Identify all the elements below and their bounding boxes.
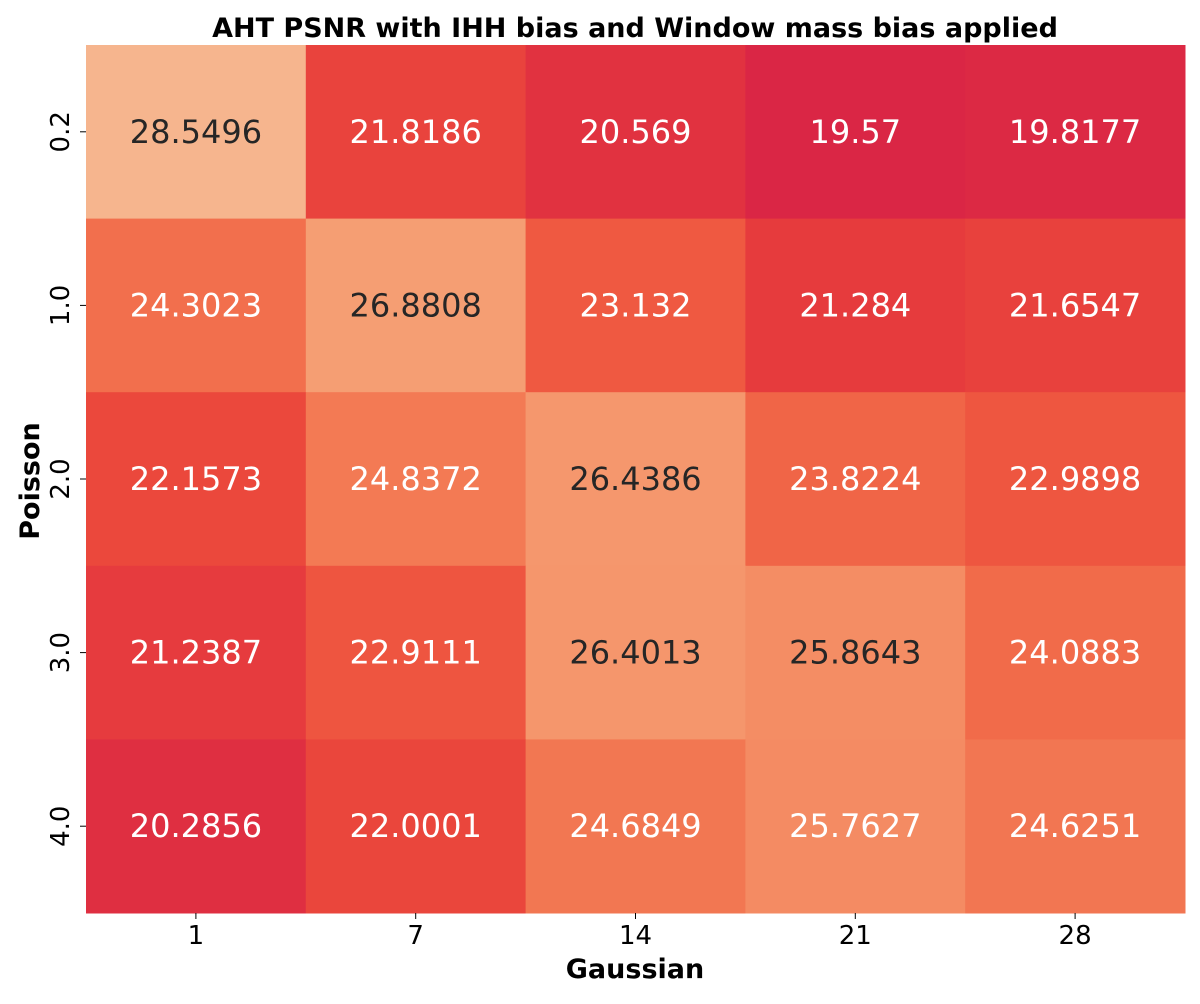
cell-value-label: 19.8177 [1009, 113, 1141, 151]
cell-value-label: 19.57 [809, 113, 901, 151]
cell-value-label: 26.8808 [350, 286, 482, 324]
cell-value-label: 28.5496 [130, 113, 262, 151]
x-axis-label: Gaussian [566, 954, 704, 985]
heatmap-cell-r3-c2 [525, 565, 746, 740]
cell-value-label: 23.132 [580, 286, 692, 324]
cell-value-label: 23.8224 [789, 460, 921, 498]
x-tick-label: 1 [188, 921, 205, 951]
cell-value-label: 22.9898 [1009, 460, 1141, 498]
cell-value-label: 26.4386 [569, 460, 701, 498]
cell-value-label: 22.1573 [130, 460, 262, 498]
heatmap-cell-r2-c3 [745, 392, 966, 567]
heatmap-cell-r0-c4 [965, 45, 1186, 220]
y-tick-label: 4.0 [46, 806, 76, 847]
x-tick-label: 21 [839, 921, 872, 951]
heatmap-cell-r4-c1 [305, 739, 527, 914]
cell-value-label: 21.8186 [350, 113, 482, 151]
heatmap-cell-r2-c4 [965, 392, 1186, 567]
y-tick-label: 0.2 [46, 111, 76, 152]
heatmap-cell-r1-c1 [305, 218, 527, 393]
y-tick-label: 1.0 [46, 285, 76, 326]
y-axis-label: Poisson [15, 422, 46, 540]
heatmap-cell-r2-c0 [86, 392, 307, 567]
cell-value-label: 24.8372 [350, 460, 482, 498]
heatmap-cell-r0-c0 [86, 45, 307, 220]
heatmap-cell-r1-c4 [965, 218, 1186, 393]
heatmap-cell-r0-c3 [745, 45, 966, 220]
heatmap-cell-r3-c1 [305, 565, 527, 740]
cell-value-label: 22.9111 [350, 634, 482, 672]
heatmap-cell-r4-c4 [965, 739, 1186, 914]
heatmap-cell-r3-c3 [745, 565, 966, 740]
heatmap-cell-r4-c0 [86, 739, 307, 914]
cell-value-label: 21.2387 [130, 634, 262, 672]
y-tick-label: 2.0 [46, 458, 76, 499]
cell-value-label: 22.0001 [350, 807, 482, 845]
cell-value-label: 20.569 [580, 113, 692, 151]
cell-value-label: 24.0883 [1009, 634, 1141, 672]
heatmap-cell-r4-c3 [745, 739, 966, 914]
x-tick-label: 7 [407, 921, 424, 951]
heatmap-cell-r1-c3 [745, 218, 966, 393]
x-tick-label: 28 [1059, 921, 1092, 951]
heatmap-cell-r3-c0 [86, 565, 307, 740]
heatmap-cell-r0-c2 [525, 45, 746, 220]
cell-value-label: 24.6251 [1009, 807, 1141, 845]
heatmap-cell-r3-c4 [965, 565, 1186, 740]
y-tick-label: 3.0 [46, 632, 76, 673]
heatmap-cell-r0-c1 [305, 45, 527, 220]
y-axis-ticks: 0.2 1.0 2.0 3.0 4.0 [46, 111, 86, 847]
cell-value-label: 24.6849 [569, 807, 701, 845]
cell-value-label: 21.284 [799, 286, 911, 324]
cell-value-label: 25.8643 [789, 634, 921, 672]
cell-value-label: 21.6547 [1009, 286, 1141, 324]
cell-value-label: 24.3023 [130, 286, 262, 324]
chart-title: AHT PSNR with IHH bias and Window mass b… [212, 13, 1058, 44]
cell-value-label: 20.2856 [130, 807, 262, 845]
x-axis-ticks: 1 7 14 21 28 [188, 913, 1092, 951]
cell-value-label: 25.7627 [789, 807, 921, 845]
x-tick-label: 14 [619, 921, 652, 951]
heatmap-cell-r1-c2 [525, 218, 746, 393]
heatmap-cell-r4-c2 [525, 739, 746, 914]
heatmap-cell-r2-c1 [305, 392, 527, 567]
heatmap-cells: 28.5496 21.8186 20.569 19.57 19.8177 24.3023 2… [86, 45, 1186, 914]
heatmap-cell-r1-c0 [86, 218, 307, 393]
cell-value-label: 26.4013 [569, 634, 701, 672]
heatmap-cell-r2-c2 [525, 392, 746, 567]
